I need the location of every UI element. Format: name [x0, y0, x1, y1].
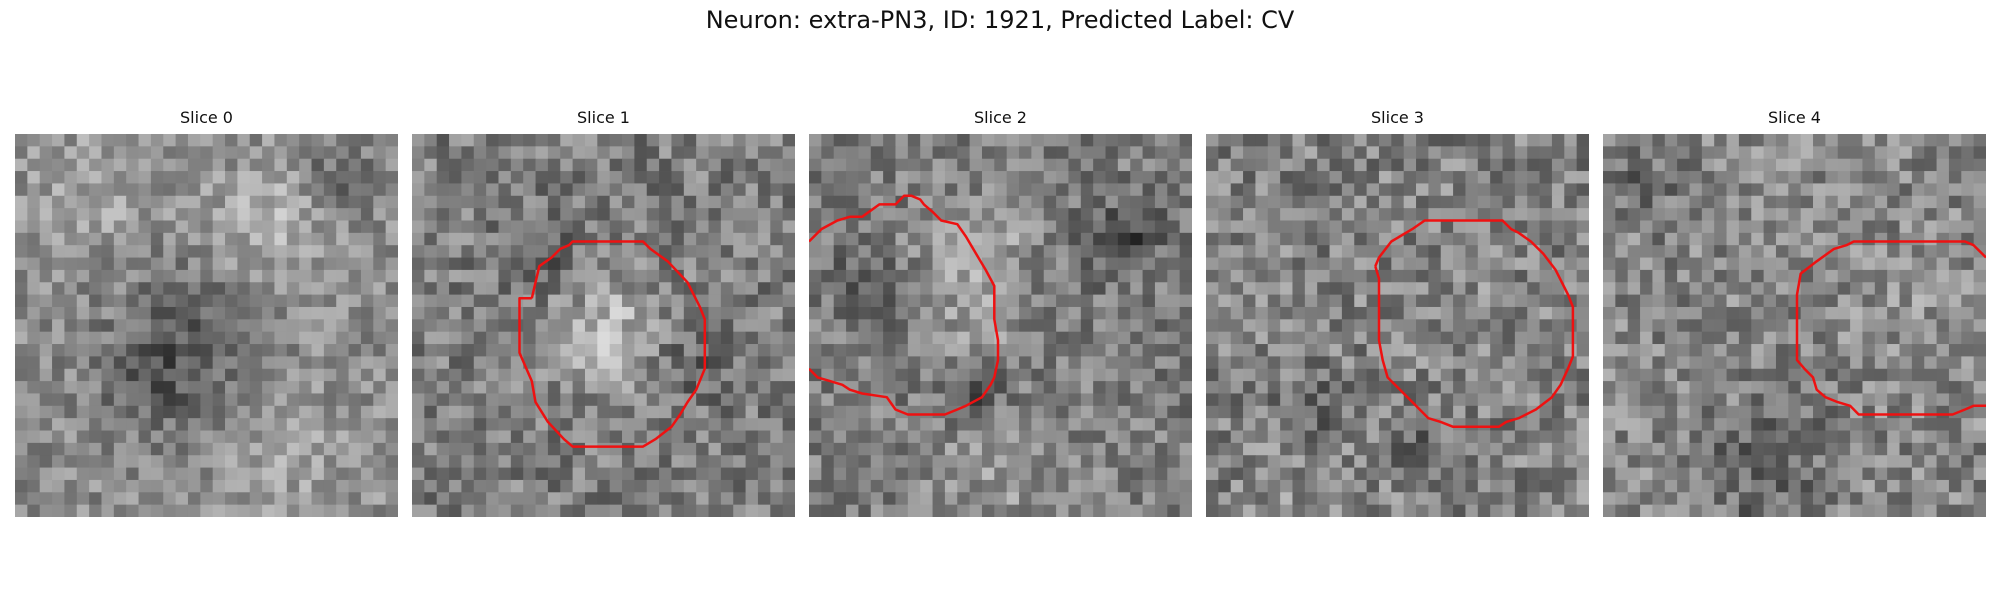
- slice-0-title: Slice 0: [180, 108, 233, 127]
- slice-2-contour: [809, 194, 1000, 416]
- slice-4-contour: [1795, 240, 1986, 416]
- slice-0-panel: [15, 134, 398, 517]
- slice-3-title: Slice 3: [1371, 108, 1424, 127]
- slice-1-panel: [412, 134, 795, 517]
- figure-title: Neuron: extra-PN3, ID: 1921, Predicted L…: [705, 6, 1295, 34]
- slice-0-image: [15, 134, 398, 517]
- slice-4-title: Slice 4: [1768, 108, 1821, 127]
- slice-1-image: [412, 134, 795, 517]
- slice-2-title: Slice 2: [974, 108, 1027, 127]
- slice-1-title: Slice 1: [577, 108, 630, 127]
- slice-1-contour: [518, 240, 707, 448]
- slice-3-contour: [1374, 219, 1575, 429]
- slice-3-panel: [1206, 134, 1589, 517]
- slice-3-image: [1206, 134, 1589, 517]
- slice-4-image: [1603, 134, 1986, 517]
- slice-2-panel: [809, 134, 1192, 517]
- slice-4-panel: [1603, 134, 1986, 517]
- slice-2-image: [809, 134, 1192, 517]
